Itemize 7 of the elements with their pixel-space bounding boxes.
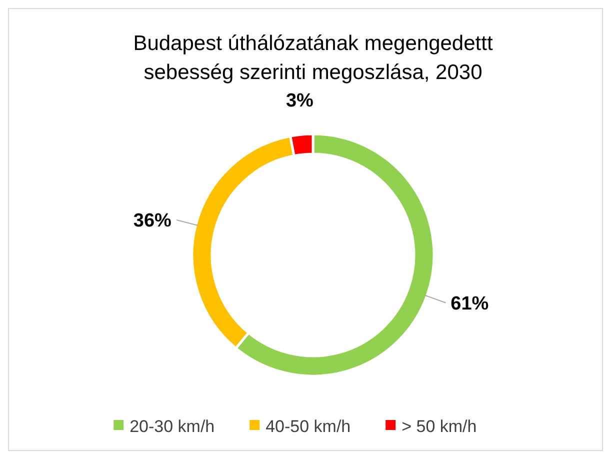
chart-title: Budapest úthálózatának megengedettt sebesség szerinti megoszlása, 2030 xyxy=(133,32,493,84)
legend-label: > 50 km/h xyxy=(402,416,477,436)
data-label: 61% xyxy=(450,293,489,314)
data-label: 3% xyxy=(286,90,314,112)
legend-label: 40-50 km/h xyxy=(266,416,351,436)
data-label: 36% xyxy=(133,210,172,232)
legend-label: 20-30 km/h xyxy=(130,416,215,436)
